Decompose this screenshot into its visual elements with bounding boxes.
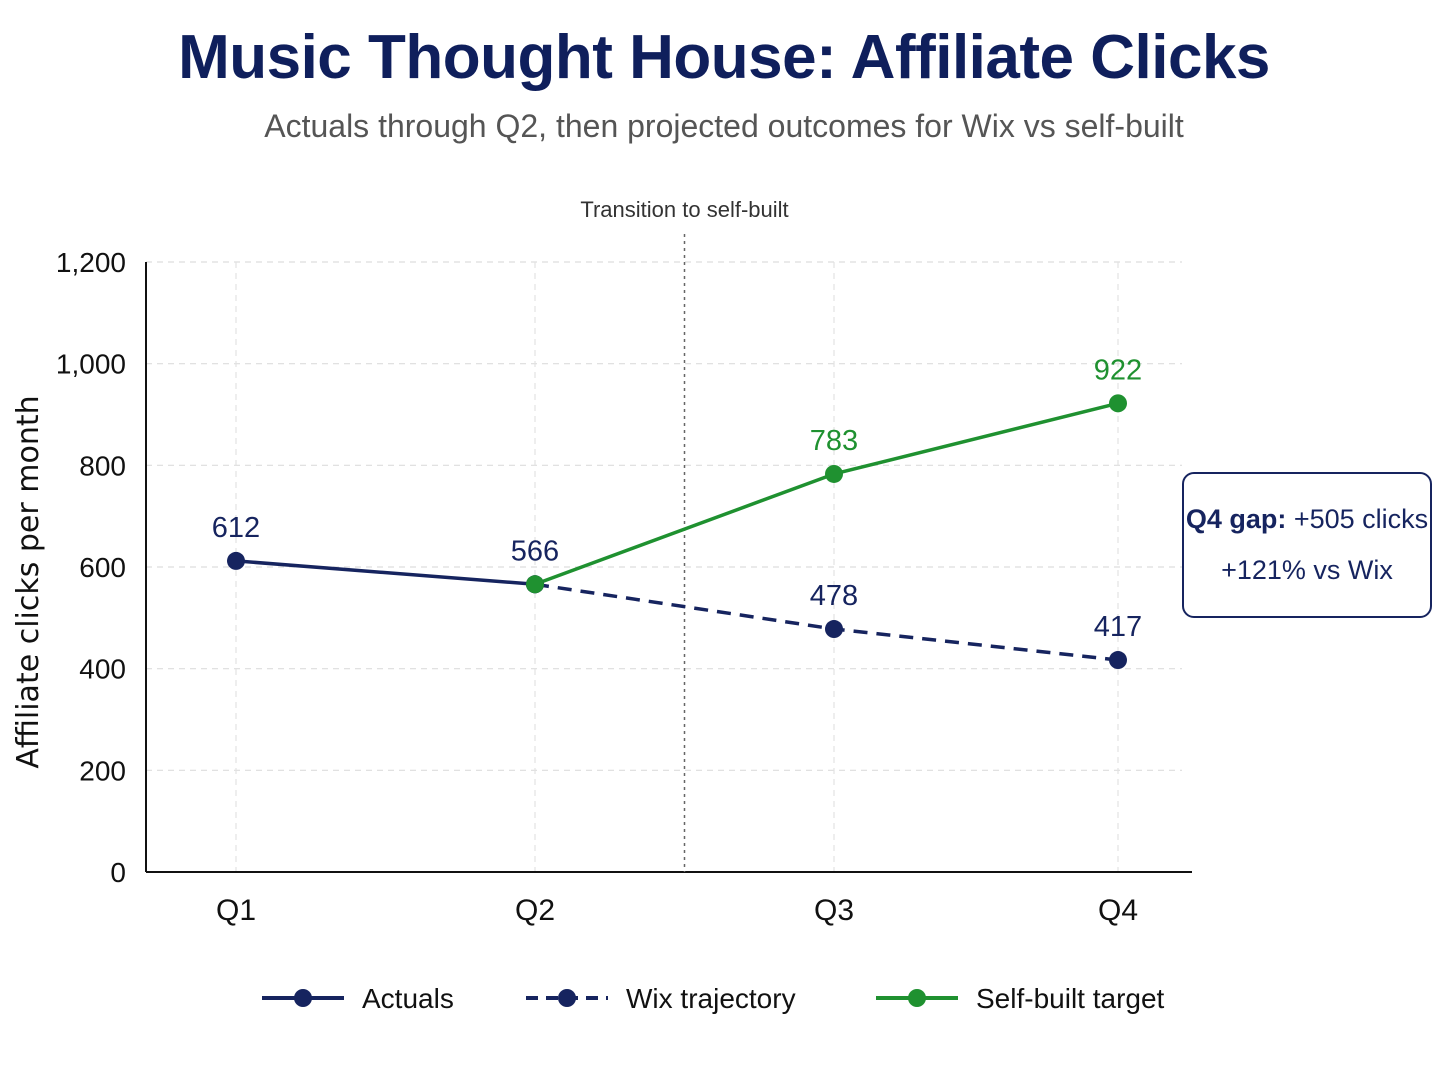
y-tick-label-1: 200 [79, 755, 126, 786]
y-tick-label-2: 400 [79, 654, 126, 685]
callout-line-1: Q4 gap: +505 clicks [1184, 504, 1430, 535]
legend-label-self-built-target: Self-built target [976, 983, 1165, 1014]
x-tick-label-q4: Q4 [1098, 894, 1138, 927]
y-tick-label-6: 1,200 [56, 247, 126, 278]
y-tick-label-5: 1,000 [56, 349, 126, 380]
q4-gap-callout: Q4 gap: +505 clicks +121% vs Wix [1182, 472, 1432, 618]
point-self-built-target-q4 [1109, 394, 1127, 413]
legend-label-actuals: Actuals [362, 983, 454, 1014]
callout-line-1-value: +505 clicks [1293, 504, 1429, 534]
point-wix-trajectory-q3 [825, 620, 843, 639]
point-actuals-q1 [227, 551, 245, 570]
transition-annotation: Transition to self-built [580, 197, 788, 222]
y-tick-label-0: 0 [110, 857, 126, 888]
y-tick-label-3: 600 [79, 552, 126, 583]
x-tick-label-q1: Q1 [216, 894, 256, 927]
point-wix-trajectory-q4 [1109, 651, 1127, 670]
chart-title: Music Thought House: Affiliate Clicks [178, 23, 1270, 92]
x-tick-label-q3: Q3 [814, 894, 854, 927]
legend-marker-actuals [294, 989, 312, 1007]
data-label-wix-trajectory-q4: 417 [1094, 611, 1142, 643]
x-tick-label-q2: Q2 [515, 894, 555, 927]
legend-label-wix-trajectory: Wix trajectory [626, 983, 796, 1014]
callout-line-1-label: Q4 gap: [1185, 504, 1287, 534]
chart-subtitle: Actuals through Q2, then projected outco… [264, 108, 1184, 144]
y-axis-label: Affiliate clicks per month [11, 395, 46, 768]
legend-marker-self-built-target [908, 989, 926, 1007]
point-self-built-target-q3 [825, 464, 843, 483]
data-label-actuals-q2: 566 [511, 535, 559, 567]
y-tick-label-4: 800 [79, 450, 126, 481]
legend-marker-wix-trajectory [558, 989, 576, 1007]
data-label-self-built-target-q3: 783 [810, 425, 858, 457]
data-label-actuals-q1: 612 [212, 512, 260, 544]
point-self-built-target-q2 [526, 575, 544, 594]
series-line-actuals [235, 559, 536, 587]
data-label-self-built-target-q4: 922 [1094, 354, 1142, 386]
data-label-wix-trajectory-q3: 478 [810, 580, 858, 612]
callout-line-2: +121% vs Wix [1221, 555, 1393, 585]
